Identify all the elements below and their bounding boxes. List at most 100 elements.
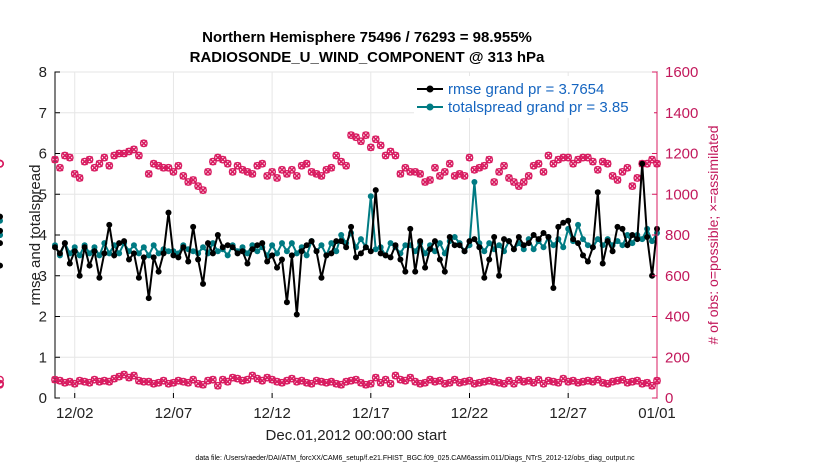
totalspread-obs-assimilated-76	[426, 176, 434, 184]
rmse-point-39	[244, 260, 251, 267]
totalspread-point-49	[293, 250, 300, 257]
y2-tick-label-3: 600	[665, 268, 690, 285]
totalspread-obs-possible-17	[134, 151, 143, 160]
rmse-point-47	[283, 299, 290, 306]
rmse-point-105	[570, 236, 577, 243]
rmse-point-44	[269, 252, 276, 259]
totalspread-obs-possible-29	[194, 182, 202, 191]
rmse-point-60	[348, 223, 355, 230]
rmse-obs-possible-39	[243, 375, 252, 384]
rmse-point-58	[338, 238, 345, 245]
totalspread-obs-possible-74	[416, 169, 425, 178]
totalspread-obs-assimilated-28	[189, 176, 197, 184]
rmse-point-18	[140, 254, 147, 261]
totalspread-obs-assimilated-30	[199, 186, 207, 194]
rmse-obs-possible-32	[209, 375, 217, 384]
totalspread-obs-assimilated-65	[372, 135, 380, 143]
totalspread-obs-possible-114	[613, 176, 622, 184]
rmse-point-97	[530, 232, 537, 238]
totalspread-obs-possible-4	[70, 169, 79, 178]
rmse-point-70	[397, 256, 404, 263]
y-tick-label-0: 0	[39, 390, 47, 407]
rmse-point-28	[190, 223, 197, 230]
totalspread-obs-possible-56	[327, 163, 336, 172]
totalspread-point-28	[190, 248, 197, 255]
rmse-point-75	[422, 264, 429, 271]
rmse-point-62	[357, 250, 364, 257]
totalspread-obs-possible-26	[179, 172, 188, 180]
totalspread-obs-assimilated-62	[357, 137, 365, 145]
totalspread-point-71	[402, 242, 409, 249]
rmse-point-24	[170, 252, 177, 259]
totalspread-obs-possible-57	[332, 151, 341, 160]
rmse-obs-possible-18	[139, 377, 148, 386]
rmse-point-48	[288, 252, 295, 259]
rmse-obs-possible-35	[223, 377, 232, 386]
y-tick-label-8: 8	[39, 64, 47, 81]
totalspread-obs-possible-71	[401, 163, 410, 172]
rmse-point-103	[560, 219, 567, 226]
rmse-point-45	[274, 264, 281, 271]
rmse-point-68	[387, 254, 394, 261]
totalspread-obs-assimilated-79	[441, 168, 449, 176]
x-axis: 12/02 12/07 12/12 12/17 12/22 12/27 01/01	[56, 393, 676, 422]
rmse-point-32	[209, 250, 216, 257]
totalspread-obs-possible-72	[406, 167, 415, 176]
rmse-point-113	[609, 248, 616, 255]
rmse-point-25	[175, 254, 182, 261]
rmse-point-93	[510, 246, 517, 253]
y2-tick-label-0: 0	[665, 390, 673, 407]
totalspread-obs-possible-9	[95, 159, 104, 168]
totalspread-obs-possible-7	[85, 155, 94, 164]
x-axis-label: Dec.01,2012 00:00:00 start	[266, 427, 448, 444]
totalspread-point-115	[619, 242, 626, 249]
x-tick-label-3: 12/17	[352, 405, 390, 422]
y2-tick-label-4: 800	[665, 227, 690, 244]
y-tick-label-7: 7	[39, 105, 47, 122]
totalspread-obs-assimilated-49	[293, 172, 301, 180]
rmse-point-59	[343, 244, 350, 251]
totalspread-obs-possible-46	[278, 165, 286, 174]
rmse-obs-assimilated-32	[209, 376, 217, 384]
rmse-point-81	[451, 242, 458, 249]
rmse-point-23	[165, 209, 172, 216]
rmse-point-66	[377, 250, 384, 257]
totalspread-obs-possible-22	[159, 163, 168, 172]
totalspread-obs-assimilated-104	[564, 154, 572, 162]
totalspread-obs-possible-115	[618, 167, 627, 176]
obs-count-markers	[0, 131, 661, 390]
totalspread-obs-possible-101	[549, 159, 558, 168]
totalspread-obs-assimilated-66	[377, 141, 385, 149]
totalspread-point-51	[303, 252, 310, 259]
totalspread-obs-assimilated-80	[446, 160, 454, 168]
rmse-point-9	[96, 274, 103, 281]
totalspread-point-13	[116, 250, 123, 257]
rmse-point-1	[56, 250, 63, 257]
totalspread-obs-possible-25	[174, 161, 183, 170]
totalspread-obs-assimilated-11	[105, 162, 113, 170]
rmse-point-3	[66, 260, 73, 267]
rmse-point-114	[614, 223, 621, 230]
totalspread-obs-assimilated-90	[495, 168, 503, 176]
rmse-obs-possible-67	[381, 375, 390, 384]
y-axis-left: 0 1 2 3 4 5 6 7 8	[39, 64, 60, 407]
totalspread-point-33	[214, 248, 221, 255]
totalspread-point-81	[451, 234, 458, 241]
totalspread-obs-assimilated-96	[525, 172, 533, 180]
totalspread-obs-assimilated-42	[258, 160, 266, 168]
rmse-point-33	[214, 232, 221, 238]
x-tick-label-2: 12/12	[253, 405, 291, 422]
totalspread-obs-possible-65	[371, 135, 380, 144]
totalspread-obs-assimilated-117	[628, 182, 636, 190]
totalspread-obs-possible-80	[445, 159, 454, 168]
totalspread-obs-possible-63	[361, 131, 370, 140]
totalspread-obs-possible-89	[490, 178, 499, 186]
x-tick-label-0: 12/02	[56, 405, 94, 422]
totalspread-point-64	[367, 193, 374, 200]
totalspread-obs-assimilated-19	[145, 170, 153, 178]
rmse-point-91	[501, 236, 508, 243]
rmse-point-73	[412, 268, 419, 275]
totalspread-obs-possible-8	[90, 163, 99, 172]
totalspread-obs-assimilated-99	[539, 168, 548, 176]
rmse-point-37	[234, 250, 241, 257]
